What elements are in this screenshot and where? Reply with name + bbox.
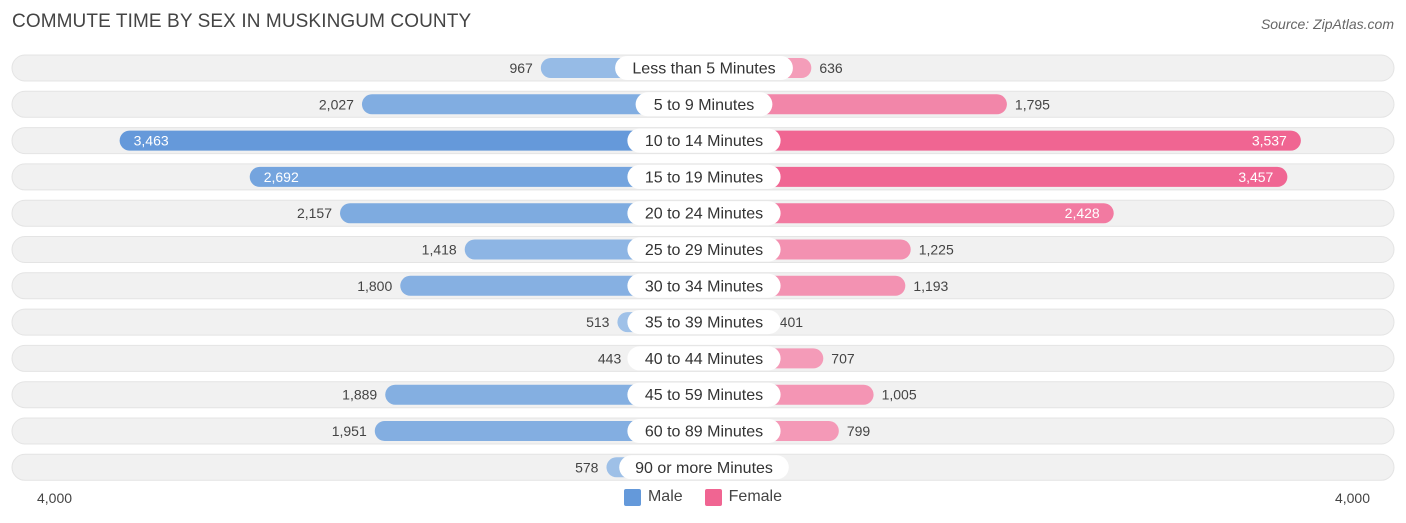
- category-label: 25 to 29 Minutes: [645, 242, 763, 259]
- male-value-label: 1,889: [342, 387, 377, 403]
- category-label: 60 to 89 Minutes: [645, 424, 763, 441]
- female-bar: [704, 166, 1288, 187]
- male-value-label: 578: [575, 459, 599, 475]
- male-value-label: 2,692: [264, 169, 299, 185]
- male-bar: [385, 384, 704, 405]
- male-bar: [249, 166, 704, 187]
- female-value-label: 3,457: [1238, 169, 1273, 185]
- male-value-label: 1,951: [332, 423, 367, 439]
- female-value-label: 707: [831, 350, 855, 366]
- male-value-label: 967: [509, 60, 533, 76]
- male-value-label: 1,418: [422, 242, 457, 258]
- male-value-label: 1,800: [357, 278, 392, 294]
- category-label: 40 to 44 Minutes: [645, 351, 763, 368]
- female-value-label: 401: [780, 314, 804, 330]
- chart-title: COMMUTE TIME BY SEX IN MUSKINGUM COUNTY: [12, 11, 472, 32]
- category-label: 20 to 24 Minutes: [645, 206, 763, 223]
- category-pill: [627, 237, 781, 262]
- category-pill: [627, 310, 781, 335]
- category-label: 30 to 34 Minutes: [645, 278, 763, 295]
- female-value-label: 1,193: [913, 278, 948, 294]
- male-value-label: 513: [586, 314, 610, 330]
- category-pill: [627, 419, 781, 443]
- category-label: 90 or more Minutes: [635, 460, 773, 477]
- legend-item-female: Female: [704, 488, 783, 506]
- legend-swatch-male: [623, 488, 641, 506]
- male-value-label: 3,463: [134, 133, 169, 149]
- category-pill: [619, 455, 789, 480]
- male-bar: [400, 275, 704, 296]
- female-value-label: 1,795: [1015, 96, 1050, 112]
- female-value-label: 3,537: [1252, 133, 1287, 149]
- male-bar: [361, 94, 704, 115]
- female-bar: [704, 203, 1114, 224]
- female-value-label: 1,225: [919, 242, 954, 258]
- female-bar: [704, 130, 1301, 151]
- category-pill: [615, 56, 793, 80]
- female-value-label: 2,428: [1065, 205, 1100, 221]
- source-label: Source: ZipAtlas.com: [1260, 16, 1394, 32]
- category-pill: [635, 92, 773, 117]
- category-label: 45 to 59 Minutes: [645, 387, 763, 404]
- legend-label-male: Male: [647, 488, 683, 505]
- legend-item-male: Male: [623, 488, 683, 506]
- category-pill: [627, 273, 781, 298]
- category-label: 15 to 19 Minutes: [645, 169, 763, 186]
- category-pill: [627, 128, 781, 153]
- legend-label-female: Female: [728, 488, 783, 505]
- category-pill: [627, 346, 781, 371]
- male-bar: [119, 130, 704, 151]
- male-value-label: 443: [598, 350, 622, 366]
- category-label: 10 to 14 Minutes: [645, 133, 763, 150]
- category-pill: [627, 201, 781, 226]
- female-bar: [704, 94, 1007, 115]
- female-value-label: 1,005: [882, 387, 917, 403]
- legend-swatch-female: [704, 488, 722, 506]
- category-label: Less than 5 Minutes: [632, 61, 775, 78]
- male-value-label: 2,157: [297, 205, 332, 221]
- category-label: 35 to 39 Minutes: [645, 315, 763, 332]
- category-label: 5 to 9 Minutes: [654, 97, 755, 114]
- female-value-label: 799: [847, 423, 871, 439]
- female-value-label: 636: [819, 60, 843, 76]
- legend: Male Female: [0, 488, 1406, 506]
- category-pill: [627, 382, 781, 407]
- male-bar: [374, 421, 704, 441]
- axis-label-left: 4,000: [37, 490, 73, 506]
- male-bar: [340, 203, 704, 224]
- male-value-label: 2,027: [319, 96, 354, 112]
- category-pill: [627, 164, 781, 189]
- axis-label-right: 4,000: [1334, 490, 1370, 506]
